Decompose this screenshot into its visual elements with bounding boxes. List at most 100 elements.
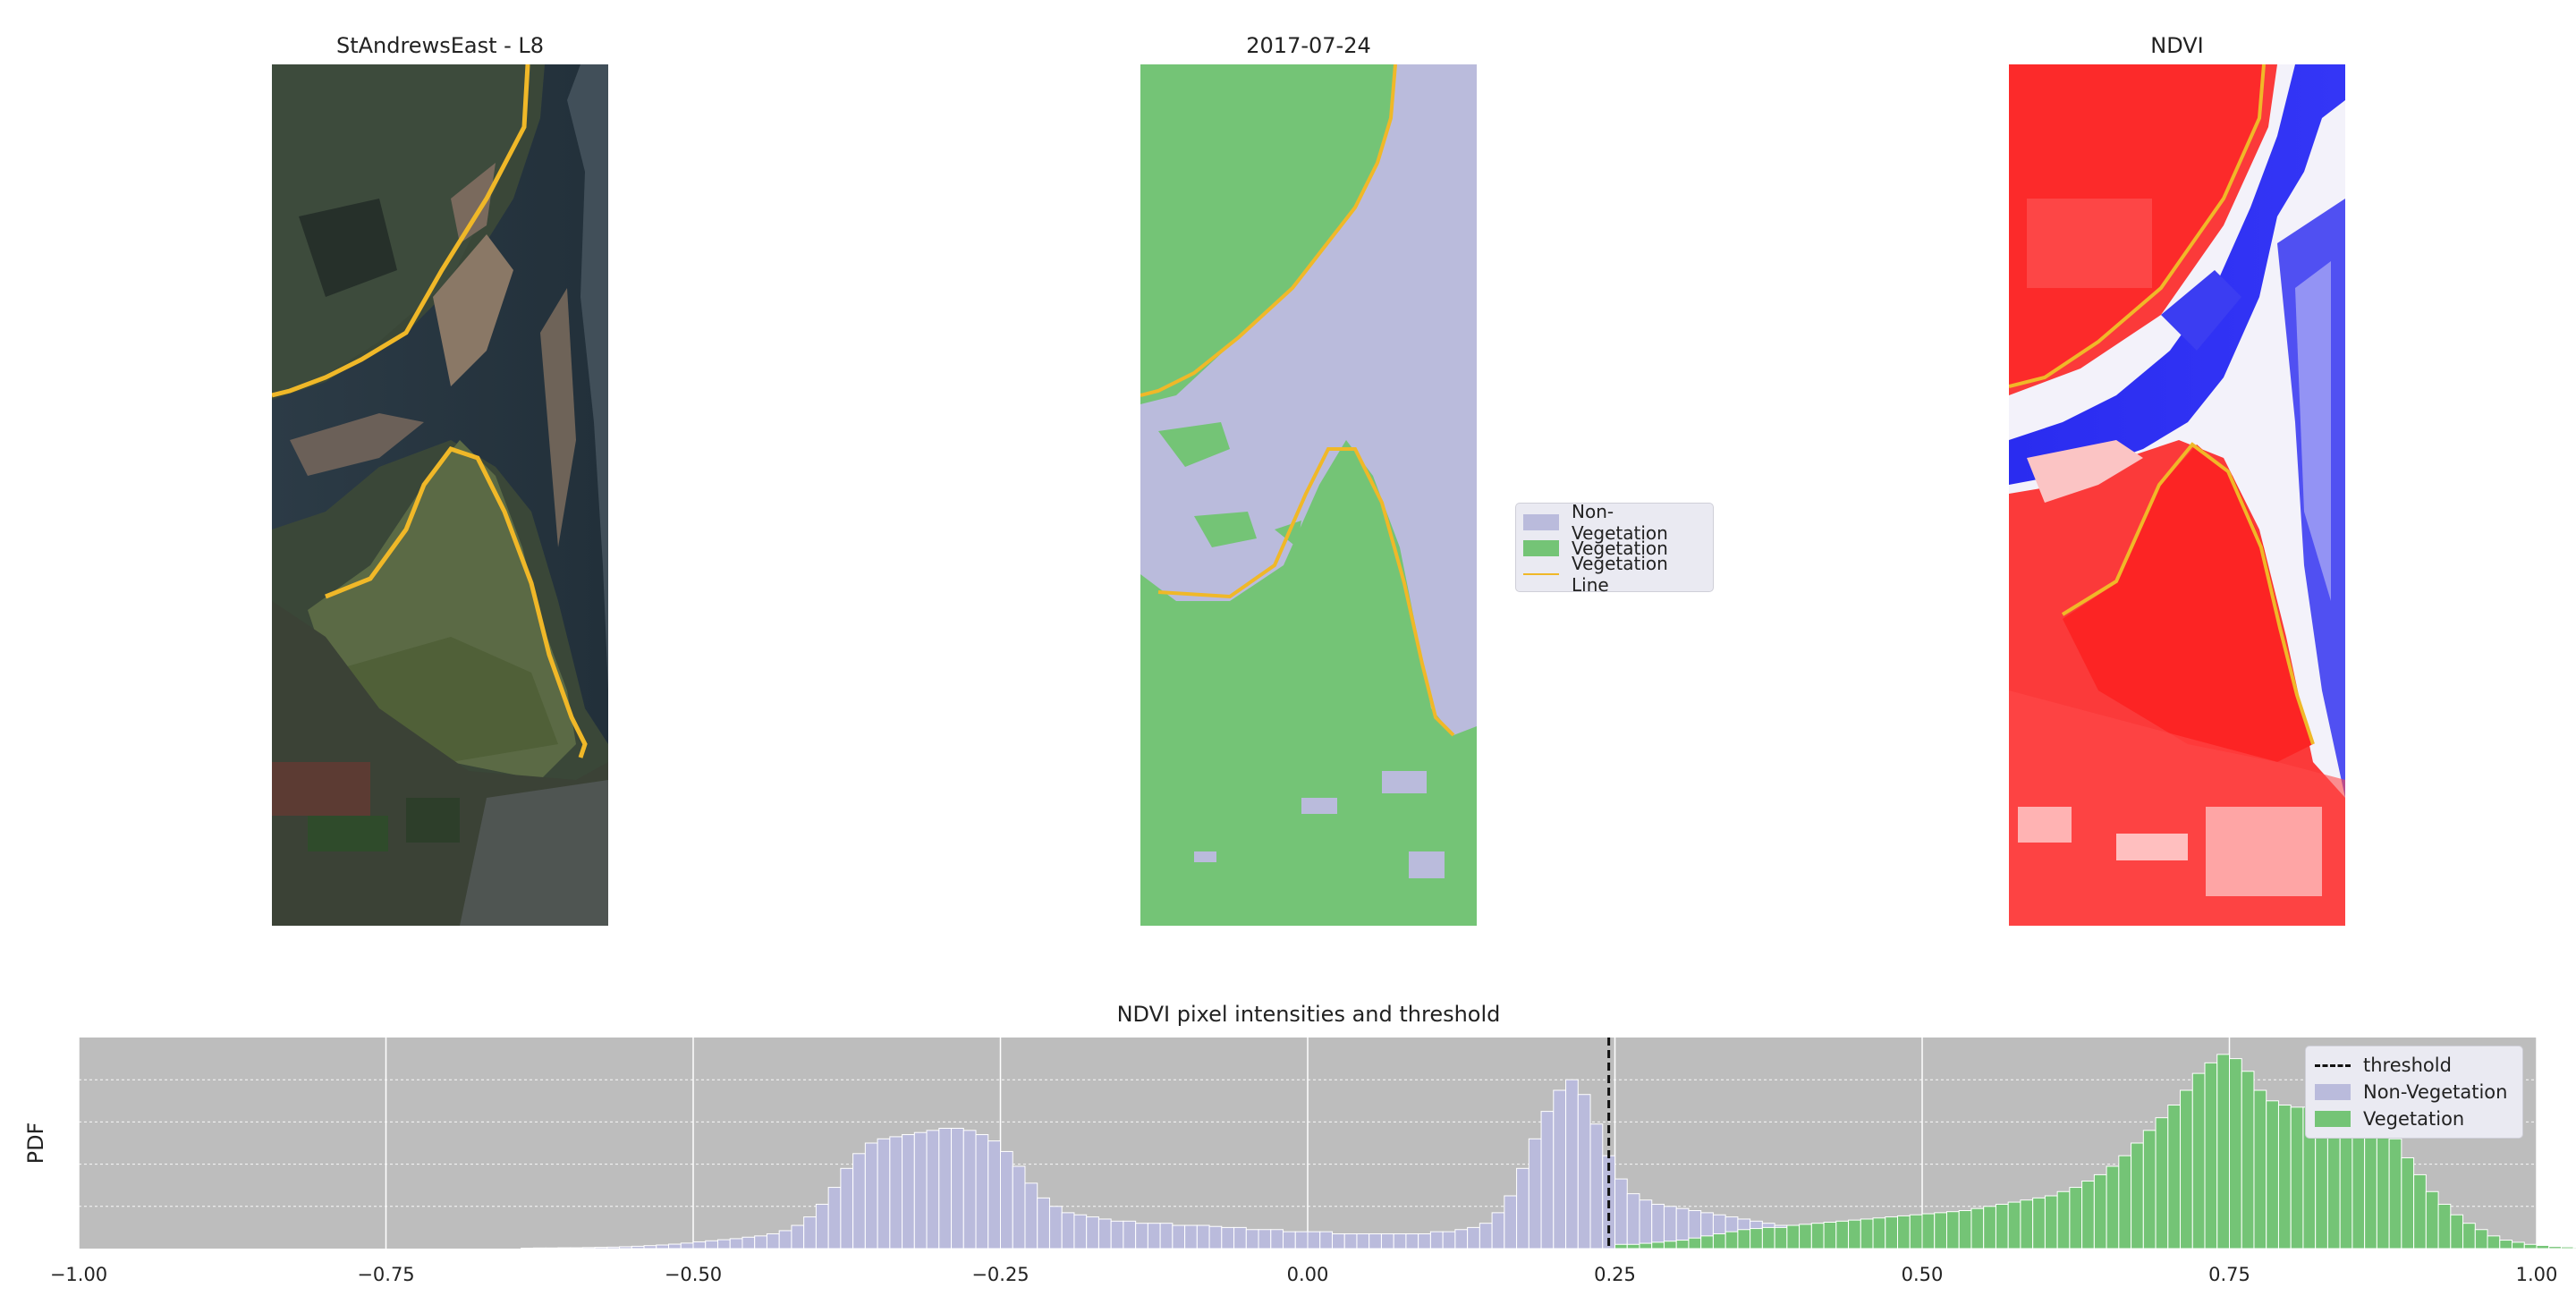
histogram-bar <box>791 1224 805 1249</box>
legend-label: Vegetation <box>2363 1108 2465 1130</box>
histogram-bar <box>1909 1214 1923 1249</box>
histogram-bar <box>1786 1224 1801 1249</box>
x-tick-label: 0.25 <box>1594 1264 1636 1285</box>
histogram-bar <box>1504 1195 1518 1249</box>
x-tick-label: −1.00 <box>50 1264 107 1285</box>
histogram-bar <box>619 1246 632 1249</box>
histogram-bar <box>1799 1224 1812 1249</box>
histogram-bar <box>1393 1232 1407 1249</box>
ndvi-histogram: NDVI pixel intensities and threshold −1.… <box>0 984 2576 1296</box>
histogram-bar <box>1294 1231 1309 1249</box>
legend-item-vegetation-line: Vegetation Line <box>1523 553 1706 596</box>
histogram-bar <box>1897 1215 1911 1249</box>
histogram-bar <box>1885 1216 1899 1249</box>
histogram-bar <box>1651 1241 1665 1249</box>
histogram-bar <box>889 1136 903 1249</box>
x-tick-label: −0.50 <box>665 1264 722 1285</box>
histogram-bar <box>1307 1231 1321 1249</box>
histogram-bar <box>1934 1212 1947 1249</box>
histogram-bar <box>2131 1142 2144 1249</box>
panel-title-classification: 2017-07-24 <box>1246 33 1371 58</box>
histogram-bar <box>2056 1190 2071 1249</box>
histogram-bar <box>1639 1199 1653 1249</box>
legend-line <box>1523 572 1559 575</box>
histogram-bar <box>1737 1229 1751 1249</box>
histogram-bar <box>1626 1243 1640 1249</box>
histogram-bar <box>2142 1130 2157 1249</box>
histogram-bar <box>2474 1229 2488 1249</box>
histogram-bar <box>2560 1246 2574 1249</box>
histogram-bar <box>1724 1231 1739 1249</box>
ndvi-image <box>2009 64 2345 926</box>
histogram-bar <box>1626 1193 1640 1249</box>
x-tick-label: 1.00 <box>2516 1264 2558 1285</box>
histogram-bar <box>815 1203 829 1249</box>
histogram-bar <box>692 1241 707 1249</box>
histogram-bar <box>668 1243 682 1249</box>
histogram-bar <box>2437 1203 2452 1249</box>
histogram-bar <box>1761 1226 1775 1249</box>
histogram-bar <box>2106 1165 2120 1249</box>
histogram-bar <box>1061 1212 1075 1249</box>
histogram-bar <box>1123 1220 1137 1249</box>
histogram-bar <box>2413 1173 2427 1249</box>
histogram-bar <box>716 1239 731 1249</box>
histogram-bar <box>1208 1225 1223 1249</box>
histogram-bar <box>545 1247 559 1249</box>
legend-swatch <box>1523 513 1559 530</box>
histogram-bar <box>2499 1240 2513 1249</box>
histogram-bar <box>1688 1237 1702 1249</box>
histogram-bar <box>2450 1214 2464 1249</box>
rgb-satellite-image <box>272 64 608 926</box>
histogram-bar <box>1639 1242 1653 1249</box>
histogram-bar <box>864 1142 878 1249</box>
histogram-bar <box>557 1247 572 1249</box>
histogram-bar <box>656 1244 670 1249</box>
histogram-bar <box>1429 1231 1444 1249</box>
histogram-bar <box>1614 1178 1628 1249</box>
histogram-bar <box>902 1134 915 1249</box>
histogram-bar <box>1589 1123 1604 1249</box>
histogram-bar <box>1663 1241 1677 1249</box>
histogram-bar <box>594 1247 608 1249</box>
histogram-bar <box>1196 1224 1210 1249</box>
histogram-bar <box>680 1242 694 1249</box>
histogram-bar <box>2007 1201 2021 1249</box>
histogram-bar <box>938 1127 953 1249</box>
histogram-bar <box>1945 1211 1960 1249</box>
histogram-bar <box>2462 1223 2476 1249</box>
panel-title-rgb: StAndrewsEast - L8 <box>335 33 545 58</box>
histogram-bar <box>1823 1222 1837 1249</box>
histogram-bar <box>766 1232 780 1249</box>
histogram-bar <box>1614 1243 1628 1249</box>
histogram-bar <box>1283 1231 1296 1249</box>
histogram-bar <box>2376 1121 2390 1249</box>
histogram-bar <box>1405 1232 1419 1249</box>
x-tick-label: −0.75 <box>357 1264 414 1285</box>
histogram-bar <box>962 1130 977 1249</box>
histogram-bar <box>2572 1247 2576 1249</box>
legend-label: threshold <box>2363 1055 2452 1076</box>
histogram-bar <box>1958 1210 1972 1249</box>
histogram-bar <box>987 1140 1002 1249</box>
histogram-bar <box>778 1230 792 1249</box>
histogram-bar <box>2401 1157 2415 1249</box>
histogram-bar <box>1184 1224 1198 1249</box>
histogram-bar <box>1442 1231 1456 1249</box>
histogram-bar <box>1331 1232 1345 1249</box>
histogram-bar <box>2229 1058 2242 1249</box>
legend-item-non-vegetation: Non-Vegetation <box>1523 501 1706 544</box>
histogram-bar <box>1024 1182 1038 1249</box>
histogram-bar <box>803 1216 817 1249</box>
y-axis-label: PDF <box>23 1122 48 1165</box>
legend-line <box>2315 1063 2351 1067</box>
legend-label: Vegetation <box>1572 537 1668 559</box>
histogram-bar <box>2266 1100 2279 1249</box>
histogram-bar <box>975 1134 989 1249</box>
histogram-bar <box>1147 1223 1161 1249</box>
histogram-bar <box>1577 1094 1591 1249</box>
histogram-bar <box>1233 1226 1247 1249</box>
histogram-bar <box>2277 1105 2292 1249</box>
legend-label: Non-Vegetation <box>1572 500 1668 544</box>
histogram-bar <box>1245 1229 1259 1249</box>
